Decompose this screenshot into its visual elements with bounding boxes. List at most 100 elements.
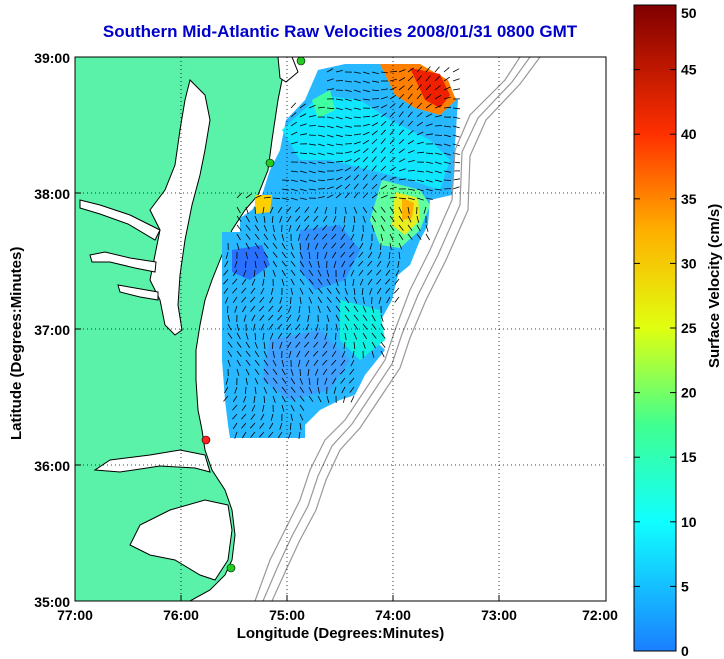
velocity-arrow: [326, 305, 331, 313]
velocity-arrow: [272, 350, 275, 358]
velocity-arrow: [353, 183, 359, 190]
velocity-arrow: [270, 413, 274, 421]
velocity-arrow: [344, 167, 352, 172]
velocity-arrow: [290, 377, 296, 385]
velocity-arrow: [263, 350, 268, 358]
velocity-arrow: [317, 143, 325, 147]
velocity-arrow: [254, 251, 259, 259]
velocity-arrow: [352, 350, 355, 358]
velocity-arrow: [326, 194, 334, 199]
velocity-arrow: [343, 395, 346, 403]
velocity-arrow: [250, 296, 256, 303]
velocity-arrow: [234, 260, 238, 268]
velocity-arrow: [335, 296, 341, 303]
velocity-arrow: [331, 233, 337, 240]
velocity-arrow: [245, 233, 251, 240]
velocity-arrow: [281, 404, 285, 412]
velocity-arrow: [288, 431, 292, 439]
velocity-arrow: [234, 431, 238, 439]
velocity-arrow: [245, 215, 250, 223]
velocity-arrow: [353, 98, 361, 102]
velocity-arrow: [299, 103, 306, 109]
velocity-arrow: [279, 296, 283, 304]
velocity-arrow: [308, 395, 314, 402]
velocity-arrow: [277, 206, 283, 214]
velocity-arrow: [290, 296, 292, 305]
velocity-arrow: [290, 287, 293, 295]
velocity-arrow: [245, 332, 249, 340]
velocity-arrow: [425, 93, 432, 100]
colorbar-tick-label: 50: [681, 5, 697, 21]
velocity-arrow: [236, 332, 241, 340]
velocity-arrow: [452, 116, 460, 119]
velocity-arrow: [254, 359, 260, 366]
velocity-arrow: [367, 260, 373, 267]
velocity-arrow: [236, 350, 242, 357]
velocity-arrow: [407, 215, 412, 223]
velocity-arrow: [308, 170, 316, 174]
velocity-arrow: [371, 80, 379, 83]
velocity-arrow: [407, 188, 415, 191]
velocity-arrow: [407, 140, 415, 145]
velocity-arrow: [425, 133, 433, 136]
velocity-arrow: [241, 413, 247, 420]
velocity-arrow: [452, 68, 460, 73]
velocity-arrow: [314, 332, 319, 340]
velocity-arrow: [344, 206, 347, 214]
velocity-arrow: [425, 179, 433, 183]
velocity-arrow: [333, 386, 337, 394]
velocity-arrow: [268, 431, 274, 438]
velocity-arrow: [281, 368, 286, 376]
velocity-arrow: [299, 422, 302, 430]
velocity-arrow: [326, 107, 335, 110]
velocity-arrow: [398, 197, 407, 200]
velocity-arrow: [232, 296, 238, 304]
velocity-arrow: [380, 165, 387, 172]
velocity-arrow: [254, 350, 260, 358]
velocity-arrow: [254, 242, 260, 249]
velocity-arrow: [236, 359, 241, 367]
velocity-arrow: [350, 395, 355, 403]
velocity-arrow: [326, 287, 332, 294]
velocity-arrow: [395, 269, 400, 277]
velocity-arrow: [349, 260, 355, 267]
velocity-arrow: [407, 160, 415, 163]
velocity-arrow: [242, 305, 247, 313]
york-river: [117, 284, 159, 301]
velocity-arrow: [277, 332, 283, 340]
velocity-arrow: [315, 323, 319, 331]
velocity-arrow: [425, 113, 433, 118]
velocity-arrow: [322, 341, 328, 349]
velocity-arrow: [245, 260, 247, 269]
velocity-arrow: [407, 224, 413, 231]
velocity-arrow: [344, 296, 350, 304]
velocity-arrow: [251, 314, 256, 322]
colorbar-tick-label: 45: [681, 62, 697, 78]
velocity-arrow: [353, 149, 361, 154]
velocity-arrow: [317, 296, 323, 304]
velocity-arrow: [362, 215, 366, 223]
velocity-arrow: [443, 152, 451, 156]
velocity-arrow: [317, 152, 325, 156]
velocity-arrow: [272, 197, 281, 200]
velocity-arrow: [353, 80, 361, 84]
velocity-arrow: [353, 174, 359, 181]
station-marker: [265, 158, 275, 168]
velocity-arrow: [288, 305, 292, 313]
velocity-arrow: [269, 206, 274, 214]
station-marker: [296, 57, 306, 66]
velocity-arrow: [425, 188, 433, 192]
velocity-arrow: [443, 143, 451, 147]
velocity-arrow: [344, 287, 348, 295]
velocity-arrow: [434, 170, 442, 174]
velocity-arrow: [416, 121, 424, 127]
velocity-arrow: [344, 278, 346, 287]
velocity-arrow: [296, 224, 301, 232]
velocity-arrow: [416, 188, 424, 192]
velocity-arrow: [344, 134, 353, 136]
potomac-river: [79, 199, 161, 241]
velocity-arrow: [226, 305, 229, 314]
velocity-arrow: [434, 75, 441, 82]
velocity-arrow: [269, 332, 274, 340]
velocity-arrow: [380, 215, 386, 222]
